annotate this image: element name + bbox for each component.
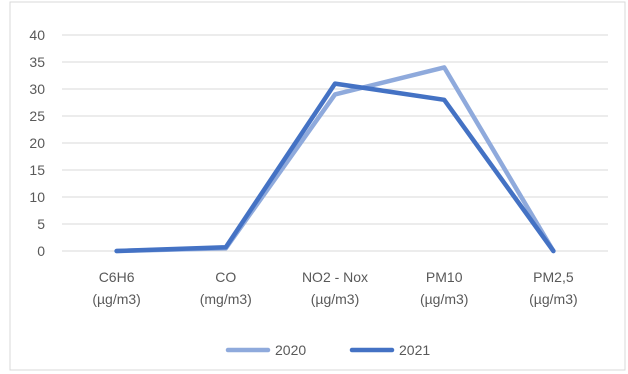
x-axis-ticks: C6H6 (µg/m3)CO (mg/m3)NO2 - Nox (µg/m3)PM10… <box>92 269 577 307</box>
y-tick-label: 40 <box>29 27 45 43</box>
y-tick-label: 30 <box>29 81 45 97</box>
y-tick-label: 25 <box>29 108 45 124</box>
legend-label-2021: 2021 <box>399 342 430 358</box>
y-tick-label: 15 <box>29 162 45 178</box>
x-tick-label-line: (µg/m3) <box>529 291 578 307</box>
y-axis-ticks: 0 5 10 15 20 25 30 35 40 <box>29 27 45 259</box>
chart-frame <box>9 1 626 371</box>
x-tick-label: PM10 (µg/m3) <box>420 269 469 307</box>
x-tick-label-line: PM10 <box>426 269 463 285</box>
x-tick-label-line: PM2,5 <box>533 269 574 285</box>
y-tick-label: 10 <box>29 189 45 205</box>
x-tick-label-line: (µg/m3) <box>92 291 141 307</box>
y-tick-label: 35 <box>29 54 45 70</box>
x-tick-label: PM2,5 (µg/m3) <box>529 269 578 307</box>
x-tick-label-line: (mg/m3) <box>200 291 252 307</box>
gridlines <box>62 34 608 252</box>
y-tick-label: 5 <box>37 216 45 232</box>
x-tick-label-line: NO2 - Nox <box>302 269 368 285</box>
legend-label-2020: 2020 <box>275 342 306 358</box>
x-tick-label-line: (µg/m3) <box>311 291 360 307</box>
y-tick-label: 0 <box>37 243 45 259</box>
legend: 2020 2021 <box>225 342 430 358</box>
y-tick-label: 20 <box>29 135 45 151</box>
series-lines <box>114 65 556 254</box>
x-tick-label-line: C6H6 <box>99 269 135 285</box>
x-tick-label: CO (mg/m3) <box>200 269 252 307</box>
x-tick-label-line: (µg/m3) <box>420 291 469 307</box>
series-line-2021 <box>114 81 556 254</box>
x-tick-label: NO2 - Nox (µg/m3) <box>302 269 368 307</box>
x-tick-label-line: CO <box>215 269 236 285</box>
x-tick-label: C6H6 (µg/m3) <box>92 269 141 307</box>
